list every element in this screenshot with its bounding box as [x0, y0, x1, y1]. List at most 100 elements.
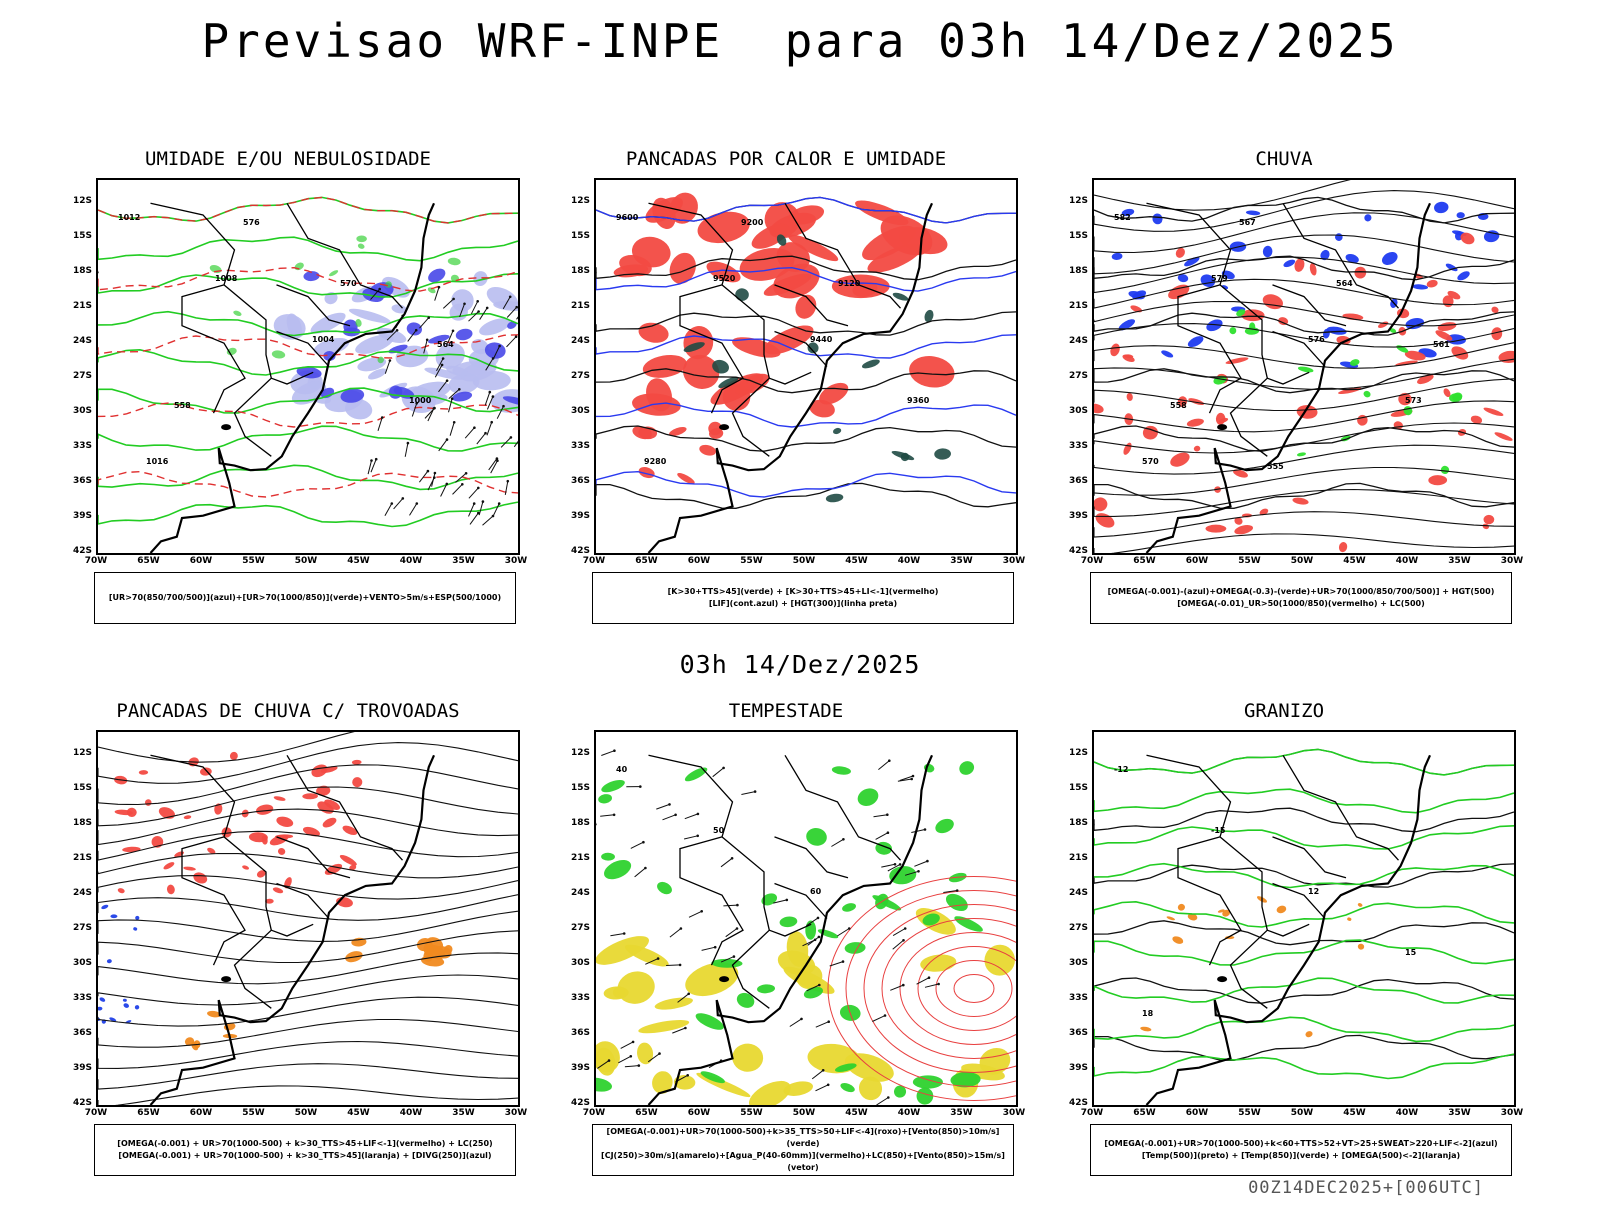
lat-tick-label: 12S: [58, 196, 92, 206]
lon-tick-label: 50W: [1287, 556, 1317, 566]
lon-tick-label: 65W: [1130, 556, 1160, 566]
lat-tick-label: 15S: [556, 231, 590, 241]
lon-tick-label: 50W: [1287, 1108, 1317, 1118]
lat-tick-label: 27S: [1054, 371, 1088, 381]
lat-tick-label: 12S: [58, 748, 92, 758]
lat-tick-label: 27S: [556, 923, 590, 933]
lat-tick-label: 27S: [58, 371, 92, 381]
svg-text:1012: 1012: [118, 213, 140, 222]
lon-tick-label: 55W: [239, 556, 269, 566]
legend-line: [OMEGA(-0.001)+UR>70(1000-500)+k>35_TTS>…: [593, 1126, 1013, 1150]
lon-tick-label: 55W: [1235, 556, 1265, 566]
svg-text:1004: 1004: [312, 335, 335, 344]
legend-line: [LIF](cont.azul) + [HGT(300)](linha pret…: [593, 598, 1013, 610]
lat-tick-label: 39S: [556, 1063, 590, 1073]
svg-text:9200: 9200: [741, 218, 764, 227]
lat-tick-label: 30S: [58, 958, 92, 968]
svg-text:561: 561: [1433, 340, 1450, 349]
legend-line: [OMEGA(-0.001)-(azul)+OMEGA(-0.3)-(verde…: [1091, 586, 1511, 598]
lon-tick-label: 45W: [842, 556, 872, 566]
svg-text:9120: 9120: [838, 279, 861, 288]
lon-tick-label: 35W: [1445, 556, 1475, 566]
lat-tick-label: 33S: [1054, 993, 1088, 1003]
lat-tick-label: 27S: [58, 923, 92, 933]
lat-tick-label: 24S: [58, 888, 92, 898]
main-title: Previsao WRF-INPE para 03h 14/Dez/2025: [0, 14, 1600, 68]
lon-tick-label: 35W: [947, 556, 977, 566]
lon-tick-label: 30W: [999, 556, 1029, 566]
lon-tick-label: 65W: [134, 1108, 164, 1118]
lon-tick-label: 50W: [291, 556, 321, 566]
lat-tick-label: 24S: [556, 336, 590, 346]
svg-text:12: 12: [1308, 887, 1319, 896]
panel-legend: [UR>70(850/700/500)](azul)+[UR>70(1000/8…: [94, 572, 516, 624]
lat-tick-label: 42S: [58, 1098, 92, 1108]
lon-tick-label: 35W: [449, 556, 479, 566]
lat-tick-label: 18S: [58, 818, 92, 828]
svg-text:582: 582: [1114, 213, 1131, 222]
svg-text:567: 567: [1239, 218, 1256, 227]
lat-tick-label: 12S: [1054, 748, 1088, 758]
lon-tick-label: 30W: [999, 1108, 1029, 1118]
svg-text:-15: -15: [1211, 826, 1226, 835]
lon-tick-label: 60W: [186, 1108, 216, 1118]
lon-tick-label: 70W: [81, 556, 111, 566]
lat-tick-label: 36S: [556, 476, 590, 486]
legend-line: [K>30+TTS>45](verde) + [K>30+TTS>45+LI<-…: [593, 586, 1013, 598]
lon-tick-label: 60W: [684, 556, 714, 566]
map-canvas: [98, 732, 518, 1105]
lon-tick-label: 45W: [344, 1108, 374, 1118]
lat-tick-label: 15S: [1054, 783, 1088, 793]
lat-tick-label: 18S: [1054, 266, 1088, 276]
lat-tick-label: 36S: [1054, 476, 1088, 486]
legend-line: [Temp(500)](preto) + [Temp(850)](verde) …: [1091, 1150, 1511, 1162]
svg-text:570: 570: [340, 279, 357, 288]
svg-text:50: 50: [713, 826, 725, 835]
lat-tick-label: 18S: [1054, 818, 1088, 828]
panel-title: UMIDADE E/OU NEBULOSIDADE: [58, 148, 518, 170]
svg-text:9520: 9520: [713, 274, 736, 283]
lat-tick-label: 30S: [1054, 958, 1088, 968]
svg-text:-12: -12: [1114, 765, 1128, 774]
lon-tick-label: 60W: [186, 556, 216, 566]
map-plot: [96, 730, 520, 1107]
lon-tick-label: 30W: [1497, 556, 1527, 566]
lon-tick-label: 65W: [632, 1108, 662, 1118]
lon-tick-label: 70W: [1077, 1108, 1107, 1118]
lon-tick-label: 30W: [501, 556, 531, 566]
lon-tick-label: 70W: [1077, 556, 1107, 566]
lat-tick-label: 12S: [1054, 196, 1088, 206]
lon-tick-label: 40W: [396, 556, 426, 566]
lat-tick-label: 21S: [556, 853, 590, 863]
svg-text:1000: 1000: [409, 396, 432, 405]
lon-tick-label: 45W: [1340, 1108, 1370, 1118]
lat-tick-label: 21S: [1054, 301, 1088, 311]
lat-tick-label: 24S: [58, 336, 92, 346]
lat-tick-label: 36S: [58, 476, 92, 486]
lat-tick-label: 27S: [1054, 923, 1088, 933]
lon-tick-label: 60W: [684, 1108, 714, 1118]
svg-text:60: 60: [810, 887, 822, 896]
lat-tick-label: 21S: [58, 853, 92, 863]
panel-legend: [K>30+TTS>45](verde) + [K>30+TTS>45+LI<-…: [592, 572, 1014, 624]
panel-legend: [OMEGA(-0.001)+UR>70(1000-500)+k>35_TTS>…: [592, 1124, 1014, 1176]
panel-title: TEMPESTADE: [556, 700, 1016, 722]
panel-legend: [OMEGA(-0.001)+UR>70(1000-500)+k<60+TTS>…: [1090, 1124, 1512, 1176]
svg-text:9360: 9360: [907, 396, 930, 405]
lon-tick-label: 65W: [632, 556, 662, 566]
lat-tick-label: 30S: [556, 958, 590, 968]
lat-tick-label: 33S: [556, 441, 590, 451]
lon-tick-label: 65W: [134, 556, 164, 566]
lon-tick-label: 55W: [239, 1108, 269, 1118]
lat-tick-label: 36S: [556, 1028, 590, 1038]
lat-tick-label: 42S: [1054, 546, 1088, 556]
